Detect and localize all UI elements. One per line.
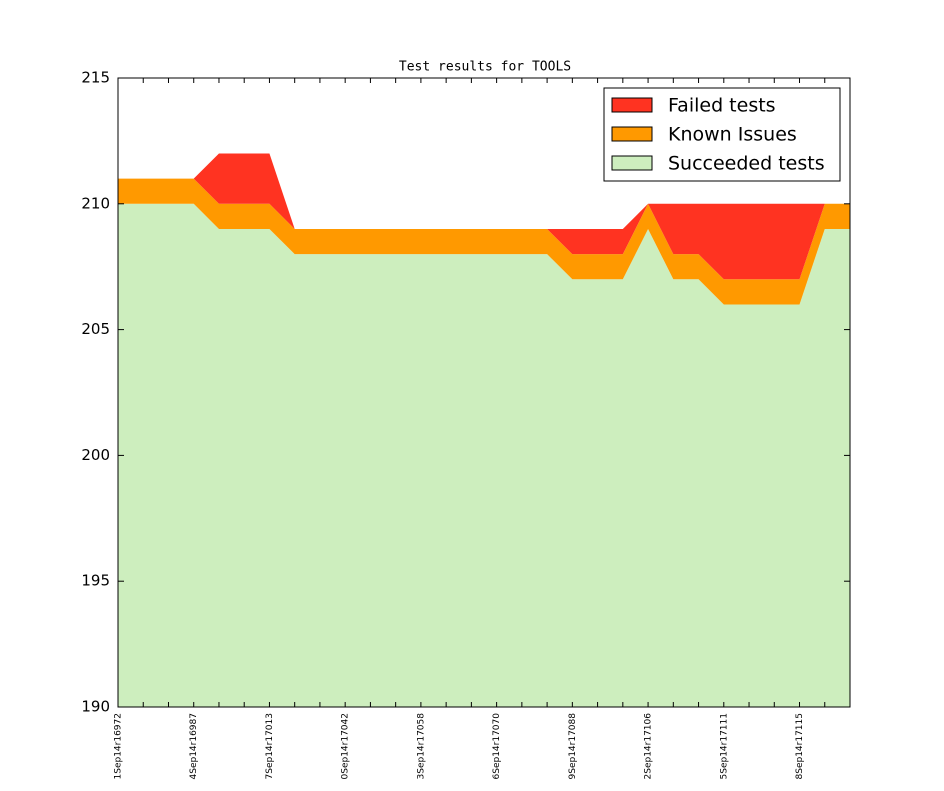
x-tick-label: 6Sep14r17070 <box>492 713 502 780</box>
legend-swatch <box>611 97 653 113</box>
x-tick-label: 3Sep14r17058 <box>416 713 426 780</box>
y-tick-label: 200 <box>81 446 110 464</box>
x-tick-label: 0Sep14r17042 <box>341 713 351 779</box>
x-tick-label: 8Sep14r17115 <box>795 713 805 779</box>
x-tick-label: 9Sep14r17088 <box>568 713 578 780</box>
x-tick-label: 1Sep14r16972 <box>114 713 124 779</box>
x-tick-label: 7Sep14r17013 <box>265 713 275 779</box>
y-tick-label: 205 <box>81 320 110 338</box>
y-tick-label: 210 <box>81 194 110 212</box>
y-tick-label: 215 <box>81 69 110 87</box>
area <box>118 203 850 708</box>
y-tick-label: 195 <box>81 572 110 590</box>
y-tick-label: 190 <box>81 698 110 716</box>
x-tick-label: 2Sep14r17106 <box>644 713 654 780</box>
chart-title: Test results for TOOLS <box>399 60 571 75</box>
x-tick-label: 4Sep14r16987 <box>189 713 199 779</box>
legend-label: Failed tests <box>668 95 776 117</box>
legend-swatch <box>611 126 653 142</box>
plot-frame <box>117 77 851 708</box>
legend-label: Succeeded tests <box>668 153 825 175</box>
legend-swatch <box>611 155 653 171</box>
area <box>118 153 850 280</box>
legend-label: Known Issues <box>668 124 797 146</box>
area <box>118 178 850 305</box>
x-tick-label: 5Sep14r17111 <box>719 713 729 779</box>
